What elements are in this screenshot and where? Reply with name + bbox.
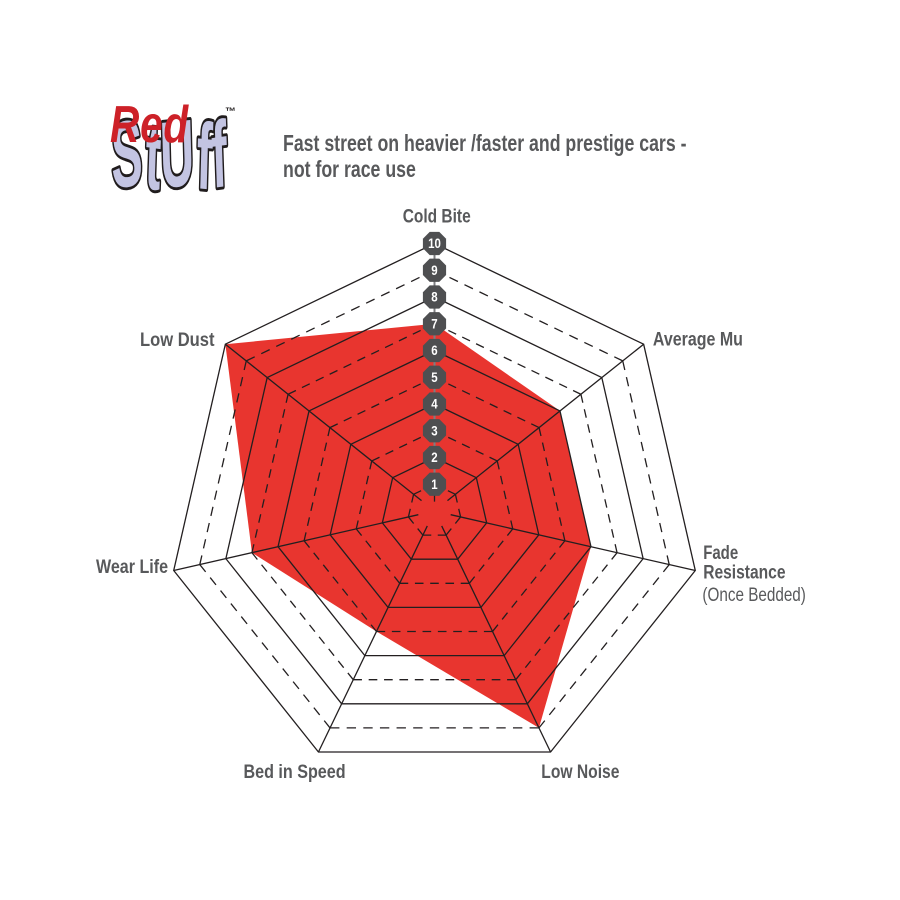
svg-text:5: 5 xyxy=(431,369,437,385)
svg-text:10: 10 xyxy=(428,235,441,251)
svg-text:Cold Bite: Cold Bite xyxy=(403,205,471,227)
svg-text:Low Noise: Low Noise xyxy=(541,760,619,782)
svg-text:Low Dust: Low Dust xyxy=(140,329,215,351)
svg-text:Wear Life: Wear Life xyxy=(96,556,168,578)
svg-text:Fade: Fade xyxy=(703,541,738,563)
svg-text:(Once Bedded): (Once Bedded) xyxy=(702,583,805,605)
svg-text:8: 8 xyxy=(431,289,437,305)
svg-text:Bed in Speed: Bed in Speed xyxy=(244,761,346,783)
svg-text:6: 6 xyxy=(431,342,437,358)
svg-text:7: 7 xyxy=(431,315,437,331)
svg-text:9: 9 xyxy=(431,262,437,278)
svg-text:Average Mu: Average Mu xyxy=(653,328,743,350)
svg-text:1: 1 xyxy=(431,476,437,492)
svg-text:3: 3 xyxy=(431,422,437,438)
svg-text:Resistance: Resistance xyxy=(703,561,785,583)
svg-text:2: 2 xyxy=(431,449,437,465)
svg-text:StUff: StUff xyxy=(110,100,230,211)
svg-text:StUff: StUff xyxy=(110,100,230,211)
svg-text:4: 4 xyxy=(431,396,438,412)
svg-text:Red: Red xyxy=(110,95,189,153)
svg-text:™: ™ xyxy=(225,106,236,118)
